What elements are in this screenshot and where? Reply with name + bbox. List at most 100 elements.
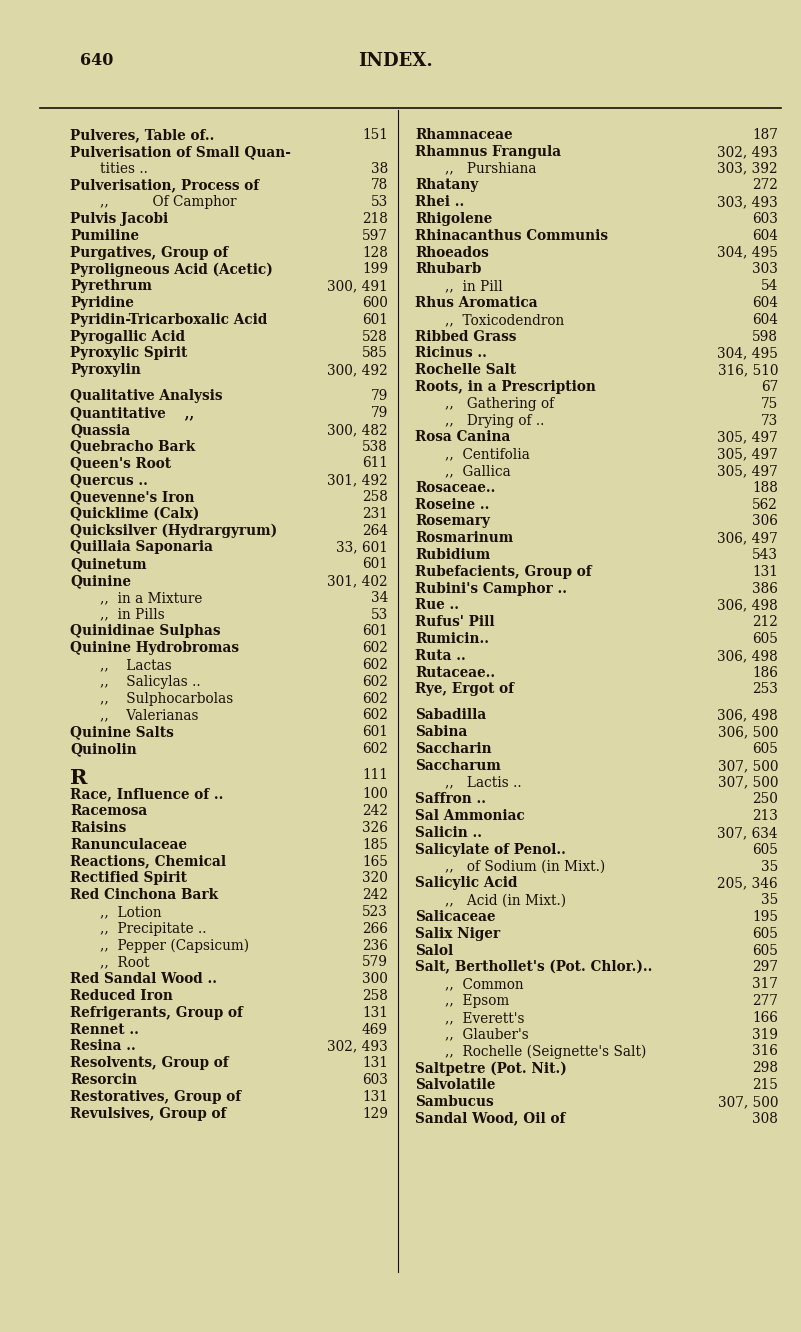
Text: 297: 297 — [752, 960, 778, 975]
Text: Quillaia Saponaria: Quillaia Saponaria — [70, 541, 213, 554]
Text: 213: 213 — [752, 810, 778, 823]
Text: Pumiline: Pumiline — [70, 229, 139, 242]
Text: Pulvis Jacobi: Pulvis Jacobi — [70, 212, 168, 226]
Text: R: R — [70, 769, 87, 789]
Text: Resina ..: Resina .. — [70, 1039, 135, 1054]
Text: 602: 602 — [362, 691, 388, 706]
Text: Quercus ..: Quercus .. — [70, 473, 148, 488]
Text: Racemosa: Racemosa — [70, 805, 147, 818]
Text: 320: 320 — [362, 871, 388, 886]
Text: Race, Influence of ..: Race, Influence of .. — [70, 787, 223, 802]
Text: ,,  in a Mixture: ,, in a Mixture — [100, 591, 203, 605]
Text: Sambucus: Sambucus — [415, 1095, 493, 1108]
Text: ,,  Gallica: ,, Gallica — [445, 464, 511, 478]
Text: ,,  Precipitate ..: ,, Precipitate .. — [100, 922, 207, 936]
Text: Salicylate of Penol..: Salicylate of Penol.. — [415, 843, 566, 856]
Text: 300, 491: 300, 491 — [328, 280, 388, 293]
Text: Pyrethrum: Pyrethrum — [70, 280, 152, 293]
Text: 605: 605 — [752, 631, 778, 646]
Text: 543: 543 — [752, 547, 778, 562]
Text: Quinidinae Sulphas: Quinidinae Sulphas — [70, 625, 220, 638]
Text: INDEX.: INDEX. — [358, 52, 433, 71]
Text: 579: 579 — [362, 955, 388, 970]
Text: 185: 185 — [362, 838, 388, 851]
Text: Rumicin..: Rumicin.. — [415, 631, 489, 646]
Text: ,,   Lactis ..: ,, Lactis .. — [445, 775, 521, 790]
Text: Quinine: Quinine — [70, 574, 131, 587]
Text: Resolvents, Group of: Resolvents, Group of — [70, 1056, 228, 1070]
Text: 212: 212 — [752, 615, 778, 629]
Text: 303: 303 — [752, 262, 778, 277]
Text: Quinine Hydrobromas: Quinine Hydrobromas — [70, 641, 239, 655]
Text: 272: 272 — [752, 178, 778, 192]
Text: Pyridin-Tricarboxalic Acid: Pyridin-Tricarboxalic Acid — [70, 313, 268, 326]
Text: Rhamnaceae: Rhamnaceae — [415, 128, 513, 143]
Text: Salicylic Acid: Salicylic Acid — [415, 876, 517, 890]
Text: 131: 131 — [362, 1090, 388, 1104]
Text: Refrigerants, Group of: Refrigerants, Group of — [70, 1006, 243, 1020]
Text: ,,  Epsom: ,, Epsom — [445, 994, 509, 1008]
Text: ,,    Lactas: ,, Lactas — [100, 658, 171, 673]
Text: 236: 236 — [362, 939, 388, 952]
Text: 601: 601 — [362, 725, 388, 739]
Text: Red Cinchona Bark: Red Cinchona Bark — [70, 888, 218, 902]
Text: 100: 100 — [362, 787, 388, 802]
Text: ,,    Valerianas: ,, Valerianas — [100, 709, 199, 722]
Text: 640: 640 — [80, 52, 114, 69]
Text: ,,    Sulphocarbolas: ,, Sulphocarbolas — [100, 691, 233, 706]
Text: 600: 600 — [362, 296, 388, 310]
Text: Pyrogallic Acid: Pyrogallic Acid — [70, 329, 185, 344]
Text: 316: 316 — [752, 1044, 778, 1059]
Text: Revulsives, Group of: Revulsives, Group of — [70, 1107, 227, 1120]
Text: Salvolatile: Salvolatile — [415, 1078, 495, 1092]
Text: 305, 497: 305, 497 — [717, 430, 778, 445]
Text: 306: 306 — [752, 514, 778, 529]
Text: 597: 597 — [362, 229, 388, 242]
Text: 317: 317 — [752, 978, 778, 991]
Text: Salt, Berthollet's (Pot. Chlor.)..: Salt, Berthollet's (Pot. Chlor.).. — [415, 960, 652, 975]
Text: Rhoeados: Rhoeados — [415, 245, 489, 260]
Text: 215: 215 — [752, 1078, 778, 1092]
Text: 34: 34 — [371, 591, 388, 605]
Text: 305, 497: 305, 497 — [717, 448, 778, 461]
Text: Quinolin: Quinolin — [70, 742, 137, 757]
Text: Ruta ..: Ruta .. — [415, 649, 465, 663]
Text: 605: 605 — [752, 943, 778, 958]
Text: Qualitative Analysis: Qualitative Analysis — [70, 389, 223, 404]
Text: Reduced Iron: Reduced Iron — [70, 988, 173, 1003]
Text: 300: 300 — [362, 972, 388, 986]
Text: Ribbed Grass: Ribbed Grass — [415, 329, 517, 344]
Text: Rye, Ergot of: Rye, Ergot of — [415, 682, 514, 697]
Text: Rufus' Pill: Rufus' Pill — [415, 615, 495, 629]
Text: Reactions, Chemical: Reactions, Chemical — [70, 855, 226, 868]
Text: 307, 634: 307, 634 — [718, 826, 778, 840]
Text: 165: 165 — [362, 855, 388, 868]
Text: 603: 603 — [752, 212, 778, 226]
Text: ,,   Acid (in Mixt.): ,, Acid (in Mixt.) — [445, 894, 566, 907]
Text: 601: 601 — [362, 625, 388, 638]
Text: 298: 298 — [752, 1062, 778, 1075]
Text: Pyridine: Pyridine — [70, 296, 134, 310]
Text: 307, 500: 307, 500 — [718, 775, 778, 790]
Text: Rochelle Salt: Rochelle Salt — [415, 364, 516, 377]
Text: Pulveres, Table of..: Pulveres, Table of.. — [70, 128, 215, 143]
Text: Resorcin: Resorcin — [70, 1074, 137, 1087]
Text: 602: 602 — [362, 641, 388, 655]
Text: Purgatives, Group of: Purgatives, Group of — [70, 245, 228, 260]
Text: 306, 498: 306, 498 — [717, 649, 778, 663]
Text: 277: 277 — [752, 994, 778, 1008]
Text: ,,   Gathering of: ,, Gathering of — [445, 397, 554, 410]
Text: Quassia: Quassia — [70, 422, 131, 437]
Text: Rosemary: Rosemary — [415, 514, 490, 529]
Text: 306, 498: 306, 498 — [717, 709, 778, 722]
Text: Sandal Wood, Oil of: Sandal Wood, Oil of — [415, 1112, 566, 1126]
Text: 605: 605 — [752, 843, 778, 856]
Text: 601: 601 — [362, 557, 388, 571]
Text: 38: 38 — [371, 161, 388, 176]
Text: 303, 392: 303, 392 — [718, 161, 778, 176]
Text: 67: 67 — [761, 380, 778, 394]
Text: Rhamnus Frangula: Rhamnus Frangula — [415, 145, 562, 159]
Text: 538: 538 — [362, 440, 388, 454]
Text: 303, 493: 303, 493 — [717, 196, 778, 209]
Text: 604: 604 — [752, 229, 778, 242]
